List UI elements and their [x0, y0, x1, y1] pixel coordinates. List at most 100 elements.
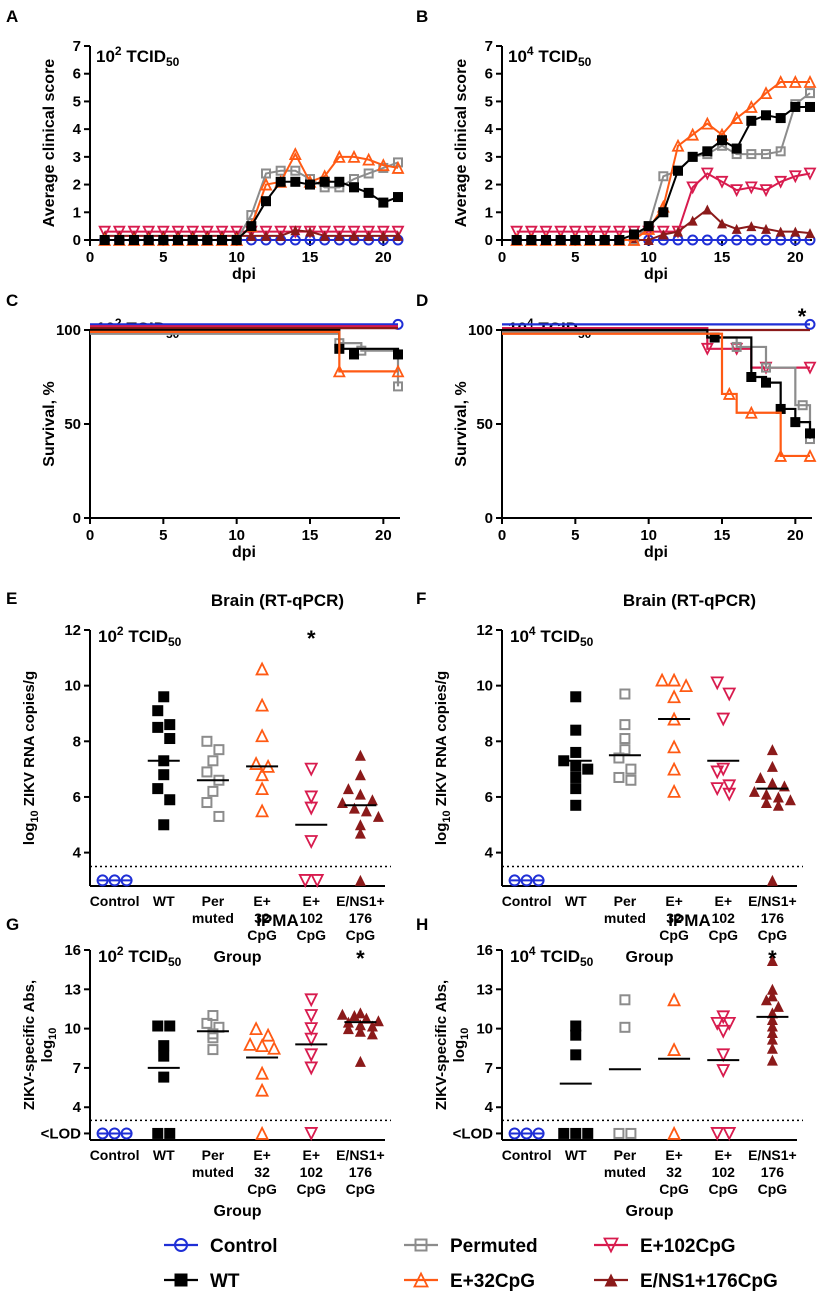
data-point [267, 1040, 282, 1055]
series-wt [558, 1020, 594, 1139]
data-point [288, 147, 302, 160]
data-point [349, 230, 359, 241]
category-label-line: muted [192, 910, 234, 926]
category-label-line: CpG [659, 1181, 689, 1197]
data-point [261, 230, 271, 241]
data-point [599, 235, 610, 245]
data-point [213, 810, 225, 822]
data-point [255, 803, 270, 818]
data-point [347, 149, 361, 163]
data-point [774, 75, 788, 88]
x-tick-label: 10 [228, 249, 245, 266]
data-point [788, 170, 802, 184]
data-point [619, 688, 631, 700]
data-point [554, 225, 568, 239]
data-point [207, 755, 219, 767]
category-label: E+ 102 CpG [708, 1147, 738, 1197]
data-point [570, 724, 582, 736]
data-point [304, 993, 319, 1008]
censor-marker [700, 342, 714, 356]
series-permuted [196, 1010, 229, 1056]
series-e32 [510, 75, 817, 246]
data-point [730, 111, 744, 124]
category-label-line: 102 [300, 910, 324, 926]
y-axis-label: Survival, % [41, 381, 58, 466]
category-label-line: Control [502, 1147, 552, 1163]
x-tick-label: 10 [640, 249, 657, 266]
series-e102 [707, 676, 740, 802]
data-point [249, 756, 264, 770]
category-label: Control [90, 1147, 140, 1163]
y-tick-label: 0 [73, 232, 81, 249]
y-tick-label: 50 [476, 416, 493, 433]
y-tick-label: 8 [73, 733, 81, 750]
data-point [761, 110, 771, 121]
category-label: Control [502, 893, 552, 909]
y-axis-label-prefix: log [21, 823, 38, 846]
data-point [243, 1036, 258, 1051]
censor-marker [797, 400, 808, 411]
y-tick-label: 0 [485, 232, 493, 249]
y-axis-label-line: ZIKV-specific Abs, [21, 980, 38, 1110]
category-label-line: Per [202, 893, 225, 909]
dose-exponent: 4 [527, 316, 534, 330]
data-point [722, 1016, 737, 1031]
category-label: E/NS1+ 176 CpG [336, 893, 385, 943]
data-point [187, 235, 198, 245]
data-point [376, 158, 390, 172]
legend: Control Permuted E+102CpG WT E+32CpG E/NS1+17… [164, 1236, 778, 1292]
series-e32 [246, 661, 279, 818]
data-point [255, 1082, 270, 1097]
data-point [656, 225, 670, 239]
series-e102 [295, 993, 328, 1141]
data-point [722, 687, 737, 702]
y-tick-label: 16 [476, 942, 493, 959]
dose-unit-subscript: 50 [168, 635, 182, 649]
data-point [305, 179, 315, 190]
data-point [255, 1038, 270, 1053]
category-label-line: E/NS1+ [336, 1147, 385, 1163]
data-point [347, 225, 361, 239]
data-point [363, 187, 374, 198]
y-tick-label: 10 [476, 678, 493, 695]
y-axis-label-main: ZIKV RNA copies/g [21, 671, 38, 810]
data-point [366, 1020, 378, 1032]
category-label: E+ 32 CpG [659, 893, 689, 943]
data-point [393, 230, 403, 241]
y-axis-label: Average clinical score [41, 59, 58, 227]
data-point [366, 1028, 378, 1040]
data-point [629, 229, 639, 240]
dose-label: 102 TCID50 [98, 944, 182, 969]
legend-item-e32: E+32CpG [404, 1271, 535, 1292]
legend-label: E+102CpG [640, 1236, 736, 1257]
data-point [766, 744, 778, 756]
data-point [156, 225, 170, 239]
data-point [570, 235, 581, 245]
data-point [766, 1020, 778, 1032]
category-label-line: 32 [666, 910, 682, 926]
data-point [275, 165, 286, 176]
data-point [766, 1013, 778, 1025]
censor-marker [746, 372, 757, 382]
axes: 0 50 100 0 5 10 15 20 [56, 322, 400, 544]
chart-title: IPMA [668, 911, 711, 930]
censor-marker [731, 341, 742, 352]
axes: 0 50 100 0 5 10 15 20 [468, 322, 812, 544]
data-point [570, 691, 582, 703]
data-point [171, 225, 185, 239]
data-point [702, 146, 713, 157]
y-axis-label-sub: 10 [29, 810, 41, 822]
data-point [686, 127, 700, 141]
data-point [803, 75, 817, 88]
y-tick-label: 4 [73, 1099, 82, 1116]
y-axis-label-line: log [451, 1040, 468, 1063]
data-point [730, 184, 744, 198]
data-point [766, 1007, 778, 1019]
data-point [716, 234, 728, 246]
data-point [342, 1023, 354, 1035]
y-axis-label-main: ZIKV RNA copies/g [433, 671, 450, 810]
data-point [230, 225, 244, 239]
y-tick-label: 5 [485, 93, 493, 110]
data-point [354, 788, 366, 800]
category-label-line: muted [604, 910, 646, 926]
